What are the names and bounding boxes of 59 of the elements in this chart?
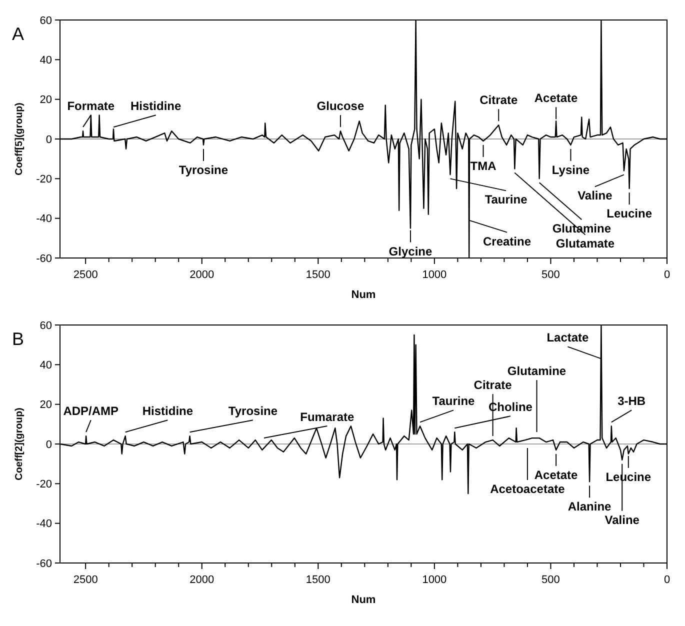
annotation: Tyrosine bbox=[178, 162, 228, 177]
y-tick-label: 20 bbox=[40, 94, 52, 106]
annotation: Valine bbox=[578, 188, 613, 203]
y-tick-label: -60 bbox=[36, 558, 52, 570]
annotation: Tyrosine bbox=[228, 404, 278, 418]
y-axis-title: Coeff[5](group) bbox=[14, 102, 25, 176]
y-tick-label: 60 bbox=[40, 320, 52, 332]
annotation: ADP/AMP bbox=[63, 404, 119, 418]
annotation: Leucine bbox=[606, 206, 652, 221]
annotation: Histidine bbox=[142, 404, 194, 418]
y-tick-label: -40 bbox=[36, 213, 52, 226]
y-tick-label: 0 bbox=[46, 438, 52, 451]
annotation: Alanine bbox=[568, 500, 612, 514]
annotation: Glutamate bbox=[556, 236, 615, 251]
x-tick-label: 2000 bbox=[190, 269, 214, 281]
annotation: Lactate bbox=[546, 330, 590, 345]
y-tick-label: 40 bbox=[40, 54, 52, 67]
annotation: Histidine bbox=[130, 99, 182, 114]
annotation: Fumarate bbox=[300, 410, 354, 424]
y-tick-label: 0 bbox=[46, 134, 52, 146]
y-tick-label: 40 bbox=[40, 360, 52, 372]
annotation: Acetate bbox=[534, 91, 578, 106]
annotation: TMA bbox=[470, 158, 497, 173]
x-tick-label: 1000 bbox=[422, 574, 447, 586]
y-tick-label: -60 bbox=[36, 252, 52, 265]
x-tick-label: 1500 bbox=[306, 269, 330, 281]
annotation: Taurine bbox=[484, 192, 528, 207]
x-tick-label: 2500 bbox=[73, 574, 98, 586]
chart-title: B bbox=[12, 329, 24, 349]
x-tick-label: 500 bbox=[542, 269, 560, 281]
y-tick-label: 20 bbox=[40, 399, 52, 412]
annotation: Lysine bbox=[552, 162, 590, 177]
y-tick-label: -20 bbox=[36, 478, 52, 491]
annotation: Taurine bbox=[432, 394, 476, 408]
x-tick-label: 1500 bbox=[306, 574, 330, 586]
x-axis-title: Num bbox=[351, 289, 376, 301]
annotation: Citrate bbox=[480, 93, 518, 108]
annotation: Creatine bbox=[482, 234, 532, 248]
y-tick-label: -20 bbox=[36, 174, 52, 186]
y-tick-label: -40 bbox=[36, 518, 52, 530]
x-tick-label: 0 bbox=[664, 574, 670, 586]
chart-title: A bbox=[12, 24, 24, 44]
y-axis-title: Coeff[2](group) bbox=[14, 408, 25, 480]
annotation: Glycine bbox=[388, 244, 432, 258]
y-tick-label: 60 bbox=[40, 14, 52, 27]
annotation: 3-HB bbox=[618, 394, 646, 408]
annotation: Formate bbox=[67, 99, 115, 114]
x-tick-label: 2500 bbox=[73, 269, 98, 281]
x-axis-title: Num bbox=[351, 594, 376, 606]
x-tick-label: 0 bbox=[664, 269, 670, 281]
annotation: Acetate bbox=[534, 468, 578, 482]
annotation: Citrate bbox=[474, 378, 512, 392]
annotation: Acetoacetate bbox=[490, 482, 566, 496]
x-tick-label: 2000 bbox=[190, 574, 214, 586]
annotation: Glutamine bbox=[507, 364, 566, 378]
x-tick-label: 1000 bbox=[422, 269, 447, 281]
annotation: Glucose bbox=[316, 99, 364, 114]
annotation: Valine bbox=[604, 512, 640, 527]
x-tick-label: 500 bbox=[542, 574, 560, 586]
